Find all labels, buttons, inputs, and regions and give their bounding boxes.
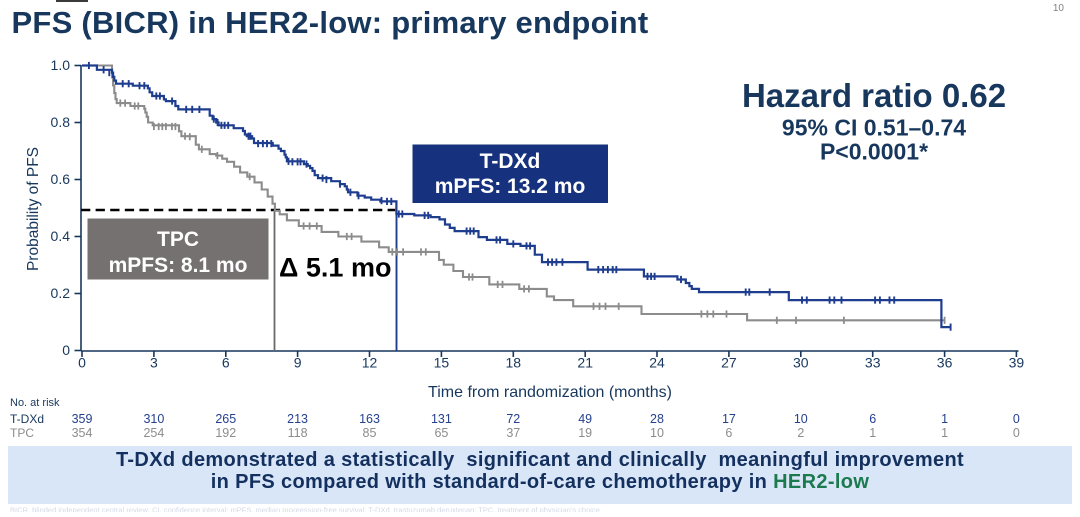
svg-text:BICR, blinded independent cent: BICR, blinded independent central review…: [10, 506, 600, 513]
svg-text:10: 10: [1053, 3, 1065, 14]
svg-text:254: 254: [143, 426, 164, 440]
svg-text:in PFS compared with standard-: in PFS compared with standard-of-care ch…: [211, 471, 870, 493]
svg-text:118: 118: [288, 426, 308, 440]
svg-text:6: 6: [869, 412, 876, 426]
svg-text:Hazard ratio 0.62: Hazard ratio 0.62: [742, 77, 1006, 114]
svg-text:T-DXd: T-DXd: [10, 412, 44, 426]
svg-text:72: 72: [506, 412, 520, 426]
svg-text:0: 0: [78, 355, 86, 371]
svg-text:0.6: 0.6: [51, 171, 71, 187]
svg-text:6: 6: [222, 355, 230, 371]
svg-text:18: 18: [506, 355, 522, 371]
svg-text:Probability of PFS: Probability of PFS: [25, 147, 42, 271]
svg-text:310: 310: [143, 412, 164, 426]
svg-text:163: 163: [359, 412, 380, 426]
svg-text:49: 49: [578, 412, 592, 426]
svg-text:0: 0: [62, 342, 70, 358]
svg-text:17: 17: [722, 412, 736, 426]
svg-text:33: 33: [865, 355, 881, 371]
svg-text:0.2: 0.2: [51, 285, 71, 301]
svg-text:mPFS: 8.1 mo: mPFS: 8.1 mo: [109, 254, 248, 277]
svg-text:Time from randomization (month: Time from randomization (months): [428, 384, 672, 401]
svg-text:36: 36: [937, 355, 953, 371]
svg-text:213: 213: [287, 412, 308, 426]
svg-text:28: 28: [650, 412, 664, 426]
svg-text:mPFS: 13.2 mo: mPFS: 13.2 mo: [435, 175, 586, 198]
svg-text:0.4: 0.4: [51, 228, 71, 244]
svg-text:192: 192: [215, 426, 236, 440]
svg-text:3: 3: [150, 355, 158, 371]
svg-text:T-DXd demonstrated a statistic: T-DXd demonstrated a statistically signi…: [116, 449, 964, 471]
svg-text:265: 265: [215, 412, 236, 426]
svg-text:39: 39: [1009, 355, 1025, 371]
svg-text:19: 19: [578, 426, 592, 440]
svg-text:12: 12: [362, 355, 378, 371]
svg-text:TPC: TPC: [10, 426, 34, 440]
svg-text:1: 1: [941, 426, 948, 440]
svg-text:10: 10: [650, 426, 664, 440]
svg-text:21: 21: [577, 355, 593, 371]
svg-text:PFS (BICR) in HER2-low: primar: PFS (BICR) in HER2-low: primary endpoint: [12, 5, 649, 40]
svg-text:85: 85: [363, 426, 377, 440]
svg-text:15: 15: [434, 355, 450, 371]
svg-text:1.0: 1.0: [51, 57, 71, 73]
svg-text:37: 37: [506, 426, 520, 440]
svg-text:Δ 5.1 mo: Δ 5.1 mo: [279, 253, 391, 283]
svg-text:10: 10: [794, 412, 808, 426]
svg-text:24: 24: [649, 355, 665, 371]
svg-text:95% CI 0.51–0.74: 95% CI 0.51–0.74: [782, 115, 966, 141]
svg-text:0: 0: [1013, 426, 1020, 440]
svg-text:1: 1: [869, 426, 876, 440]
svg-text:0.8: 0.8: [51, 114, 71, 130]
svg-text:TPC: TPC: [157, 228, 199, 251]
svg-text:9: 9: [294, 355, 302, 371]
svg-text:65: 65: [434, 426, 448, 440]
svg-text:0: 0: [1013, 412, 1020, 426]
svg-text:354: 354: [72, 426, 93, 440]
svg-text:27: 27: [721, 355, 737, 371]
svg-text:6: 6: [725, 426, 732, 440]
svg-text:T-DXd: T-DXd: [480, 150, 541, 173]
svg-text:359: 359: [72, 412, 93, 426]
svg-text:2: 2: [797, 426, 804, 440]
svg-text:No. at risk: No. at risk: [10, 397, 60, 409]
svg-text:30: 30: [793, 355, 809, 371]
svg-text:1: 1: [941, 412, 948, 426]
svg-text:131: 131: [431, 412, 452, 426]
svg-text:P<0.0001*: P<0.0001*: [820, 139, 928, 165]
